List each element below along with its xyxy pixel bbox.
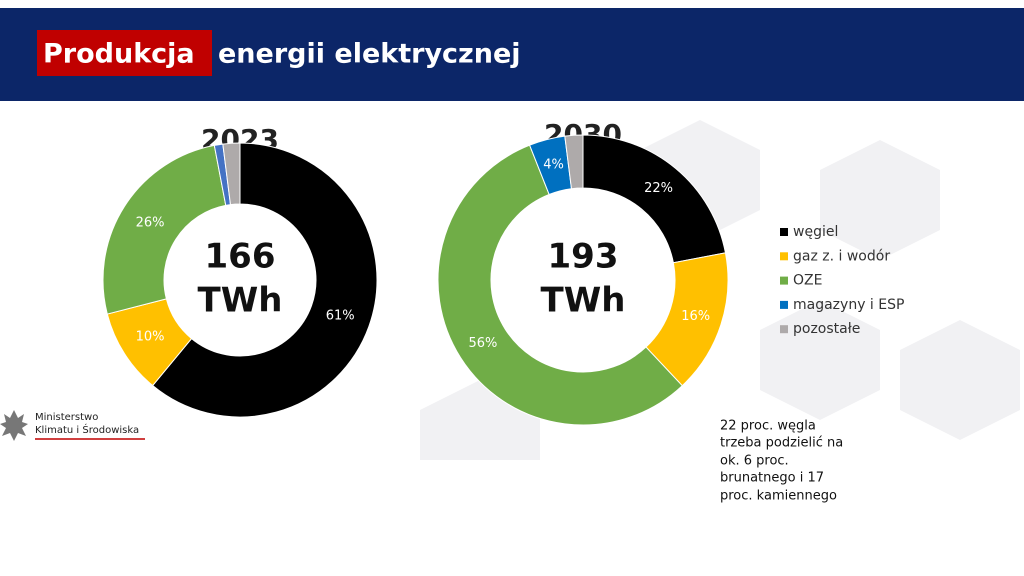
legend-swatch [780,325,788,334]
note-line: 22 proc. węgla [720,419,816,434]
data-label: 56% [468,336,497,351]
legend-swatch [780,228,788,236]
donut-segment [151,142,378,418]
legend-label: pozostałe [793,321,860,337]
center-label: TWh [198,281,283,321]
note-line: trzeba podzielić na [720,436,843,451]
center-label: 193 [548,237,619,277]
note: 22 proc. węgla trzeba podzielić na ok. 6… [720,419,843,504]
header-highlight-box [37,30,212,76]
donut-segment [437,144,683,426]
legend-swatch [780,300,788,309]
center-label: 166 [205,237,276,277]
legend-swatch [780,276,788,285]
legend-label: OZE [793,273,822,289]
data-label: 22% [644,181,673,196]
logo-eagle [0,410,28,441]
logo-text: Ministerstwo [35,412,98,423]
donut-segment [564,134,584,190]
note-line: brunatnego i 17 [720,471,824,486]
donut-segment [222,142,241,206]
data-label: 16% [681,309,710,324]
legend-swatch [780,252,788,261]
data-label: 61% [326,309,355,324]
hex-pattern [420,120,1020,460]
data-label: 4% [543,158,564,173]
data-label: 10% [136,330,165,345]
header-highlight: Produkcja [43,39,195,70]
legend-label: węgiel [793,224,838,240]
data-label: 26% [136,215,165,230]
center-label: TWh [541,281,626,321]
note-line: ok. 6 proc. [720,454,789,469]
legend-label: magazyny i ESP [793,297,904,313]
logo: Ministerstwo Klimatu i Środowiska [0,410,145,441]
logo-text: Klimatu i Środowiska [35,423,139,436]
note-line: proc. kamiennego [720,489,837,504]
donut-segment [102,144,227,315]
legend-label: gaz z. i wodór [793,248,890,264]
header-title: energii elektrycznej [218,39,521,70]
